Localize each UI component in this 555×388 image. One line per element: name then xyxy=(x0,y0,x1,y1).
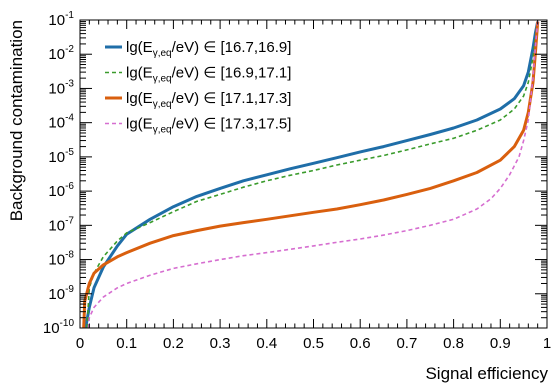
y-tick-label: 10-9 xyxy=(48,284,74,303)
legend-label-prefix: lg(E xyxy=(126,90,153,107)
legend-label-prefix: lg(E xyxy=(126,116,153,133)
legend-label-subscript: γ,eq xyxy=(153,99,172,110)
legend-label-subscript: γ,eq xyxy=(153,74,172,85)
x-tick-label: 0.9 xyxy=(490,335,511,352)
x-tick-label: 0.2 xyxy=(163,335,184,352)
y-tick-base: 10 xyxy=(48,286,65,303)
y-tick-label: 10-7 xyxy=(48,215,74,234)
y-tick-exponent: -7 xyxy=(65,215,74,226)
x-tick-label: 0.1 xyxy=(116,335,137,352)
y-tick-label: 10-3 xyxy=(48,78,74,97)
y-tick-base: 10 xyxy=(48,183,65,200)
legend-label: lg(Eγ,eq/eV) ∈ [17.1,17.3] xyxy=(126,90,291,110)
y-tick-exponent: -6 xyxy=(65,181,74,192)
series-layer xyxy=(82,21,540,329)
legend-label: lg(Eγ,eq/eV) ∈ [16.9,17.1] xyxy=(126,65,291,85)
series-line-2 xyxy=(86,21,539,329)
y-tick-exponent: -3 xyxy=(65,78,74,89)
series-line-1 xyxy=(84,21,540,329)
y-tick-exponent: -1 xyxy=(65,10,74,21)
x-tick-label: 0.4 xyxy=(256,335,277,352)
legend-label: lg(Eγ,eq/eV) ∈ [16.7,16.9] xyxy=(126,39,291,59)
x-tick-label: 0.8 xyxy=(443,335,464,352)
legend-label-subscript: γ,eq xyxy=(153,125,172,136)
legend-label-prefix: lg(E xyxy=(126,65,153,82)
x-tick-label: 0.7 xyxy=(396,335,417,352)
legend-label-suffix: /eV) ∈ [17.3,17.5] xyxy=(172,116,292,133)
legend-label-subscript: γ,eq xyxy=(153,48,172,59)
y-tick-base: 10 xyxy=(48,149,65,166)
legend: lg(Eγ,eq/eV) ∈ [16.7,16.9]lg(Eγ,eq/eV) ∈… xyxy=(105,39,291,136)
y-tick-base: 10 xyxy=(48,115,65,132)
y-tick-exponent: -8 xyxy=(65,250,74,261)
y-tick-base: 10 xyxy=(48,12,65,29)
legend-label-suffix: /eV) ∈ [17.1,17.3] xyxy=(172,90,292,107)
series-line-4 xyxy=(87,21,539,329)
y-tick-exponent: -10 xyxy=(60,318,75,329)
legend-label: lg(Eγ,eq/eV) ∈ [17.3,17.5] xyxy=(126,116,291,136)
y-tick-exponent: -9 xyxy=(65,284,74,295)
y-tick-label: 10-4 xyxy=(48,113,74,132)
y-tick-label: 10-2 xyxy=(48,44,74,63)
legend-label-suffix: /eV) ∈ [16.7,16.9] xyxy=(172,39,292,56)
y-tick-label: 10-6 xyxy=(48,181,74,200)
x-tick-label: 0 xyxy=(76,335,84,352)
y-tick-base: 10 xyxy=(48,80,65,97)
x-tick-label: 0.6 xyxy=(350,335,371,352)
y-tick-base: 10 xyxy=(48,46,65,63)
y-axis: 10-1010-910-810-710-610-510-410-310-210-… xyxy=(43,10,547,337)
y-tick-exponent: -2 xyxy=(65,44,74,55)
y-tick-exponent: -5 xyxy=(65,147,74,158)
x-tick-label: 0.3 xyxy=(210,335,231,352)
y-tick-base: 10 xyxy=(48,252,65,269)
legend-label-suffix: /eV) ∈ [16.9,17.1] xyxy=(172,65,292,82)
x-axis: 0 0.1 0.2 0.3 0.4 0.5 0.6 0.7 0.8 0.9 1 xyxy=(76,20,551,352)
y-axis-title: Background contamination xyxy=(7,20,26,221)
y-tick-label: 10-5 xyxy=(48,147,74,166)
y-tick-label: 10-1 xyxy=(48,10,74,29)
y-tick-base: 10 xyxy=(48,217,65,234)
y-tick-label: 10-10 xyxy=(43,318,75,337)
x-tick-label: 0.5 xyxy=(303,335,324,352)
y-tick-label: 10-8 xyxy=(48,250,74,269)
y-tick-exponent: -4 xyxy=(65,113,74,124)
series-line-3 xyxy=(82,21,540,329)
x-tick-label: 1 xyxy=(543,335,551,352)
x-axis-title: Signal efficiency xyxy=(425,364,548,383)
y-tick-base: 10 xyxy=(43,320,60,337)
legend-label-prefix: lg(E xyxy=(126,39,153,56)
